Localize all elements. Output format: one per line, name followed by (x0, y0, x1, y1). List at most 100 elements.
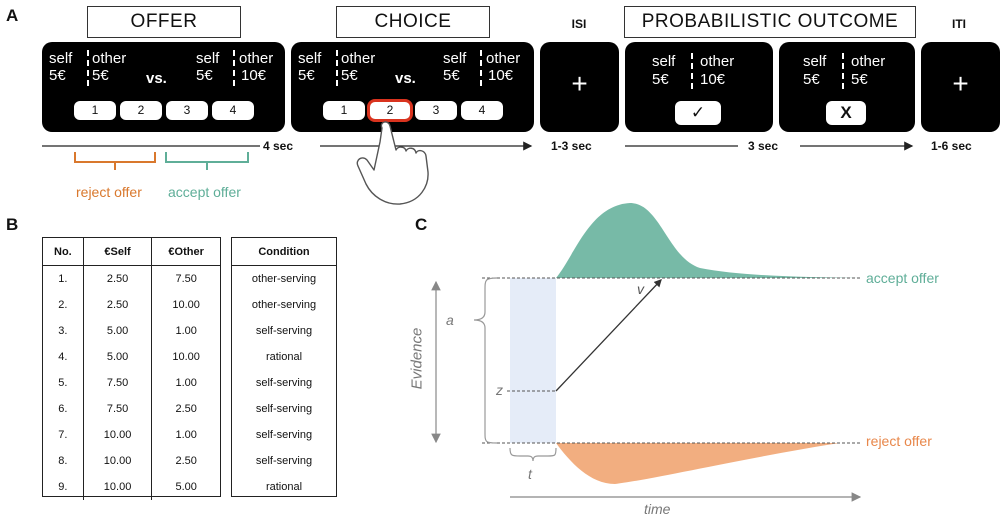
cell-self: 5.00 (82, 318, 152, 344)
boundary-separation-brace (473, 277, 498, 444)
panel-b-label: B (6, 215, 19, 234)
param-z-label: z (496, 382, 503, 398)
outcome2-other-amount: 5€ (851, 71, 868, 88)
cell-self: 10.00 (82, 474, 152, 500)
offer-left-divider (87, 50, 89, 86)
cell-condition: self-serving (255, 429, 313, 441)
offer-right-self-amount: 5€ (196, 67, 213, 84)
iti-header: ITI (952, 17, 966, 31)
choice-right-self-amount: 5€ (443, 67, 460, 84)
cell-no: 3. (58, 325, 68, 337)
cell-no: 7. (58, 429, 68, 441)
isi-screen: + (540, 42, 619, 132)
outcome2-divider (842, 53, 844, 89)
table-row: rational (232, 474, 336, 500)
choice-right-other-amount: 10€ (488, 67, 514, 84)
accept-offer-label: accept offer (168, 184, 241, 200)
choice-left-divider (336, 50, 338, 86)
offer-screen: self 5€ other 5€ vs. self 5€ other 10€ 1… (42, 42, 285, 132)
table-row: 8. 10.00 2.50 (43, 448, 220, 474)
offer-left-other-label: other (92, 50, 127, 67)
outcome2-self-label: self (803, 53, 827, 70)
outcome1-other-label: other (700, 53, 735, 70)
param-t-label: t (528, 466, 532, 482)
choice-button-2-selected: 2 (367, 99, 413, 122)
hand-pointer-icon (356, 121, 429, 205)
timeline-label-iti: 1-6 sec (931, 139, 972, 153)
timeline-svg (42, 121, 914, 205)
offer-right-other-amount: 10€ (241, 67, 267, 84)
choice-left-self-amount: 5€ (298, 67, 315, 84)
nondecision-brace (509, 447, 557, 462)
cell-other: 7.50 (151, 265, 220, 292)
cell-no: 4. (58, 351, 68, 363)
table-row: self-serving (232, 448, 336, 474)
cell-no: 8. (58, 455, 68, 467)
cell-other: 5.00 (151, 474, 220, 500)
condition-table: Condition other-serving other-serving se… (231, 237, 337, 497)
choice-button-3: 3 (415, 101, 457, 120)
col-header-self: €Self (82, 238, 152, 266)
outcome1-other-amount: 10€ (700, 71, 726, 88)
cell-condition: other-serving (251, 273, 317, 285)
cell-other: 2.50 (151, 396, 220, 422)
cell-other: 1.00 (151, 370, 220, 396)
accept-bracket (165, 152, 249, 170)
table-row: self-serving (232, 422, 336, 448)
cell-condition: self-serving (255, 325, 313, 337)
cell-self: 5.00 (82, 344, 152, 370)
offer-table: No. €Self €Other 1. 2.50 7.50 2. 2.50 10.00 … (42, 237, 221, 500)
outcome-screen-accepted: self 5€ other 10€ ✓ (625, 42, 773, 132)
choice-left-other-amount: 5€ (341, 67, 358, 84)
offer-button-3: 3 (166, 101, 208, 120)
cross-icon: X (826, 101, 866, 125)
table-row: other-serving (232, 292, 336, 318)
table-row: 2. 2.50 10.00 (43, 292, 220, 318)
col-header-condition: Condition (232, 238, 336, 266)
cell-other: 2.50 (151, 448, 220, 474)
cell-condition: other-serving (251, 299, 317, 311)
choice-button-1: 1 (323, 101, 365, 120)
table-row: self-serving (232, 396, 336, 422)
outcome1-divider (691, 53, 693, 89)
outcome2-other-label: other (851, 53, 886, 70)
ddm-accept-label: accept offer (866, 270, 939, 286)
evidence-axis-label: Evidence (408, 327, 426, 390)
choice-vs: vs. (395, 70, 416, 87)
timeline-label-3sec: 3 sec (748, 139, 779, 153)
offer-left-self-amount: 5€ (49, 67, 66, 84)
cell-self: 2.50 (82, 265, 152, 292)
cell-self: 10.00 (82, 448, 152, 474)
cell-condition: rational (265, 351, 303, 363)
cell-other: 10.00 (151, 344, 220, 370)
param-a-label: a (446, 312, 454, 328)
choice-header: CHOICE (336, 6, 490, 38)
offer-header: OFFER (87, 6, 241, 38)
cell-no: 1. (58, 273, 68, 285)
table-row: 3. 5.00 1.00 (43, 318, 220, 344)
reject-offer-label: reject offer (76, 184, 142, 200)
offer-button-1: 1 (74, 101, 116, 120)
outcome-screen-rejected: self 5€ other 5€ X (779, 42, 915, 132)
reject-bracket (74, 152, 156, 170)
cell-no: 6. (58, 403, 68, 415)
offer-right-self-label: self (196, 50, 220, 67)
timeline-label-4sec: 4 sec (263, 139, 294, 153)
cell-no: 9. (58, 481, 68, 493)
choice-screen: self 5€ other 5€ vs. self 5€ other 10€ 1… (291, 42, 534, 132)
cell-condition: self-serving (255, 377, 313, 389)
choice-right-self-label: self (443, 50, 467, 67)
offer-right-divider (233, 50, 235, 86)
choice-right-divider (480, 50, 482, 86)
offer-left-other-amount: 5€ (92, 67, 109, 84)
table-row: self-serving (232, 370, 336, 396)
table-row: self-serving (232, 318, 336, 344)
offer-button-4: 4 (212, 101, 254, 120)
cell-self: 7.50 (82, 396, 152, 422)
outcome-header: PROBABILISTIC OUTCOME (624, 6, 916, 38)
offer-left-self-label: self (49, 50, 73, 67)
panel-a-label: A (6, 6, 19, 25)
table-row: 9. 10.00 5.00 (43, 474, 220, 500)
cell-condition: self-serving (255, 455, 313, 467)
iti-fixation-cross: + (952, 68, 969, 99)
